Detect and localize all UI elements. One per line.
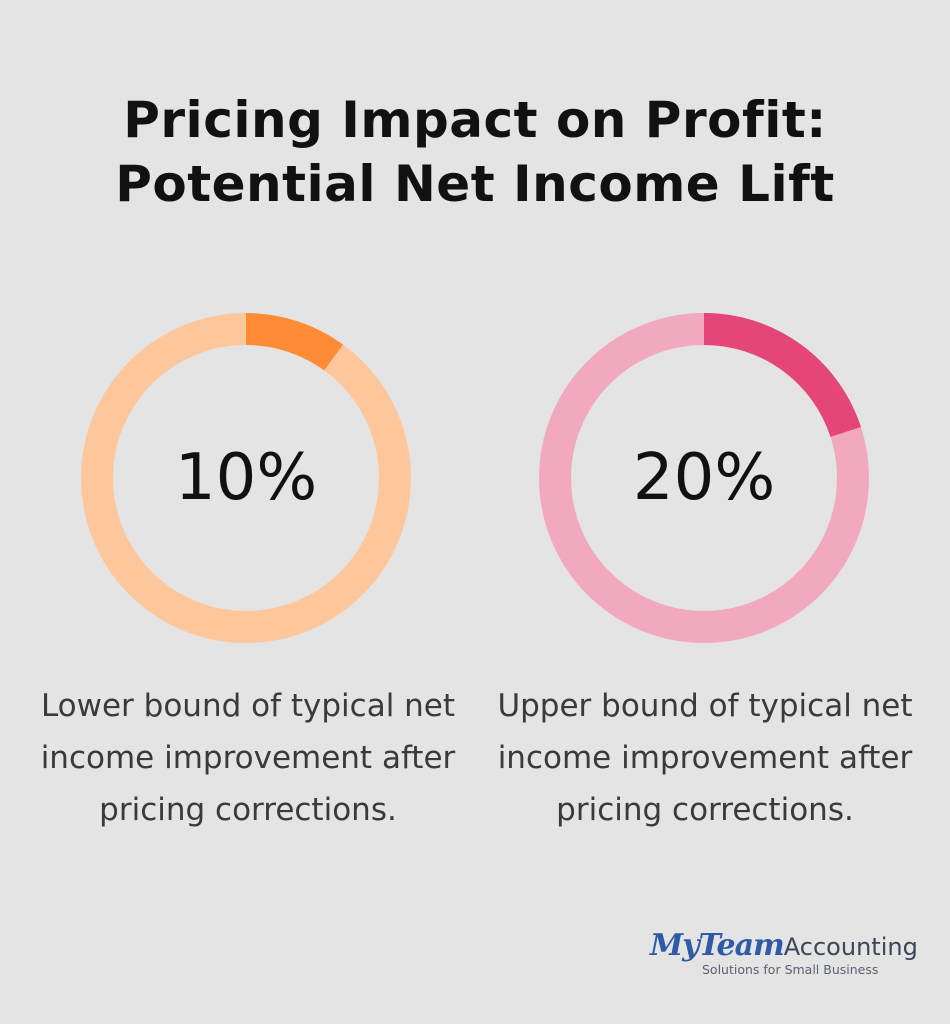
logo-brand: MyTeam — [650, 928, 785, 963]
donut-chart-2: 20% — [539, 313, 869, 643]
title-line-2: Potential Net Income Lift — [115, 155, 835, 213]
donut-chart-1: 10% — [81, 313, 411, 643]
company-logo: MyTeamAccounting Solutions for Small Bus… — [650, 926, 918, 986]
logo-brand-line: MyTeamAccounting — [650, 926, 918, 970]
donut-value-2: 20% — [633, 441, 775, 515]
donut-fill-2 — [703, 313, 861, 438]
caption-upper-bound: Upper bound of typical net income improv… — [497, 688, 913, 828]
title-line-1: Pricing Impact on Profit: — [123, 91, 827, 149]
caption-lower-bound: Lower bound of typical net income improv… — [40, 688, 456, 828]
donut-value-1: 10% — [175, 441, 317, 515]
logo-word: Accounting — [783, 933, 918, 961]
logo-tagline: Solutions for Small Business — [702, 962, 879, 977]
donut-fill-1 — [245, 313, 343, 371]
page-title: Pricing Impact on Profit: Potential Net … — [0, 88, 950, 216]
